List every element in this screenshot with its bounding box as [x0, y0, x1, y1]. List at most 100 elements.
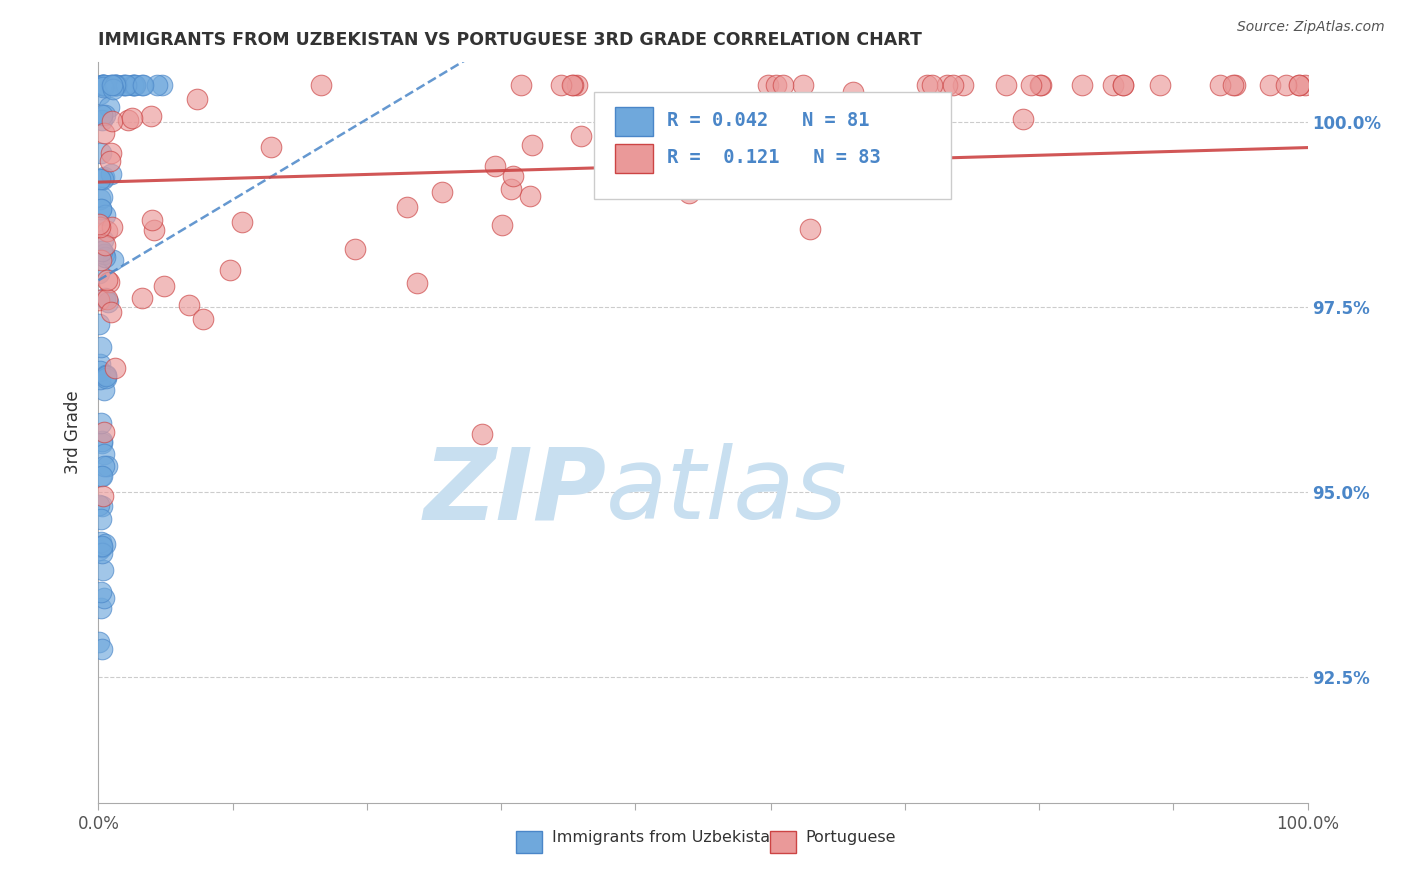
Point: [96, 225, 118, 239]
Text: Source: ZipAtlas.com: Source: ZipAtlas.com: [1237, 20, 1385, 34]
Point: [471, 427, 494, 442]
Point: [1223, 78, 1246, 92]
Point: [101, 220, 124, 235]
Point: [792, 78, 814, 92]
Point: [1019, 78, 1042, 92]
Point: [90, 113, 112, 128]
Point: [90, 202, 112, 216]
Point: [93, 126, 115, 140]
Point: [1112, 78, 1135, 92]
Point: [97, 295, 120, 310]
Point: [90, 146, 112, 161]
Point: [104, 78, 127, 92]
Point: [1274, 78, 1296, 92]
FancyBboxPatch shape: [614, 144, 654, 173]
Point: [141, 212, 163, 227]
Point: [90, 512, 112, 526]
Point: [91, 80, 114, 95]
Point: [94, 238, 117, 252]
Point: [101, 78, 124, 92]
Point: [122, 78, 145, 92]
Point: [1102, 78, 1125, 92]
Point: [93, 78, 115, 92]
Point: [995, 78, 1018, 92]
Point: [1288, 78, 1310, 92]
Point: [799, 222, 821, 236]
Point: [93, 78, 115, 92]
Point: [101, 78, 124, 92]
Point: [91, 190, 114, 204]
Point: [90, 469, 112, 483]
Point: [98, 100, 121, 114]
Point: [96, 368, 118, 383]
Point: [90, 108, 112, 122]
Point: [678, 186, 700, 200]
Point: [218, 262, 240, 277]
Point: [91, 78, 114, 92]
Point: [259, 139, 281, 153]
Point: [131, 291, 153, 305]
Point: [100, 145, 122, 160]
Point: [772, 78, 794, 92]
Point: [550, 78, 572, 92]
Point: [93, 383, 115, 397]
Point: [186, 92, 208, 106]
Point: [93, 247, 115, 261]
Point: [94, 250, 117, 264]
Point: [100, 78, 122, 92]
Point: [765, 78, 787, 92]
Point: [153, 279, 176, 293]
Point: [510, 78, 533, 92]
Point: [121, 111, 143, 125]
Point: [150, 78, 173, 92]
Point: [787, 124, 810, 138]
Point: [132, 78, 155, 92]
Point: [93, 447, 115, 461]
Point: [1029, 78, 1052, 92]
Point: [91, 489, 114, 503]
Point: [104, 361, 127, 376]
Point: [89, 340, 111, 354]
Point: [94, 291, 117, 305]
Point: [430, 185, 453, 199]
Point: [94, 108, 117, 122]
Point: [142, 223, 165, 237]
Point: [89, 172, 111, 186]
Point: [89, 87, 111, 101]
Point: [1112, 78, 1135, 92]
Point: [94, 371, 117, 385]
Text: R =  0.121   N = 83: R = 0.121 N = 83: [666, 148, 880, 167]
Point: [756, 78, 779, 92]
Point: [100, 167, 122, 181]
Point: [93, 591, 115, 606]
Point: [942, 78, 965, 92]
Point: [89, 219, 111, 234]
Point: [231, 215, 253, 229]
Point: [90, 436, 112, 450]
Point: [1258, 78, 1281, 92]
Point: [103, 82, 125, 96]
Point: [91, 499, 114, 513]
Point: [89, 318, 111, 332]
Text: ZIP: ZIP: [423, 443, 606, 541]
Point: [112, 78, 135, 92]
Point: [90, 416, 112, 430]
Point: [561, 78, 583, 92]
Point: [139, 109, 162, 123]
Point: [89, 357, 111, 371]
Point: [93, 169, 115, 184]
Point: [93, 78, 115, 92]
Point: [177, 298, 200, 312]
Y-axis label: 3rd Grade: 3rd Grade: [65, 391, 83, 475]
Point: [1209, 78, 1232, 92]
Point: [87, 635, 110, 649]
Point: [406, 276, 429, 290]
Point: [90, 585, 112, 599]
Point: [94, 537, 117, 551]
Point: [910, 140, 932, 154]
Point: [90, 202, 112, 217]
Point: [395, 201, 418, 215]
Point: [90, 540, 112, 554]
Point: [96, 459, 118, 474]
Point: [952, 78, 974, 92]
